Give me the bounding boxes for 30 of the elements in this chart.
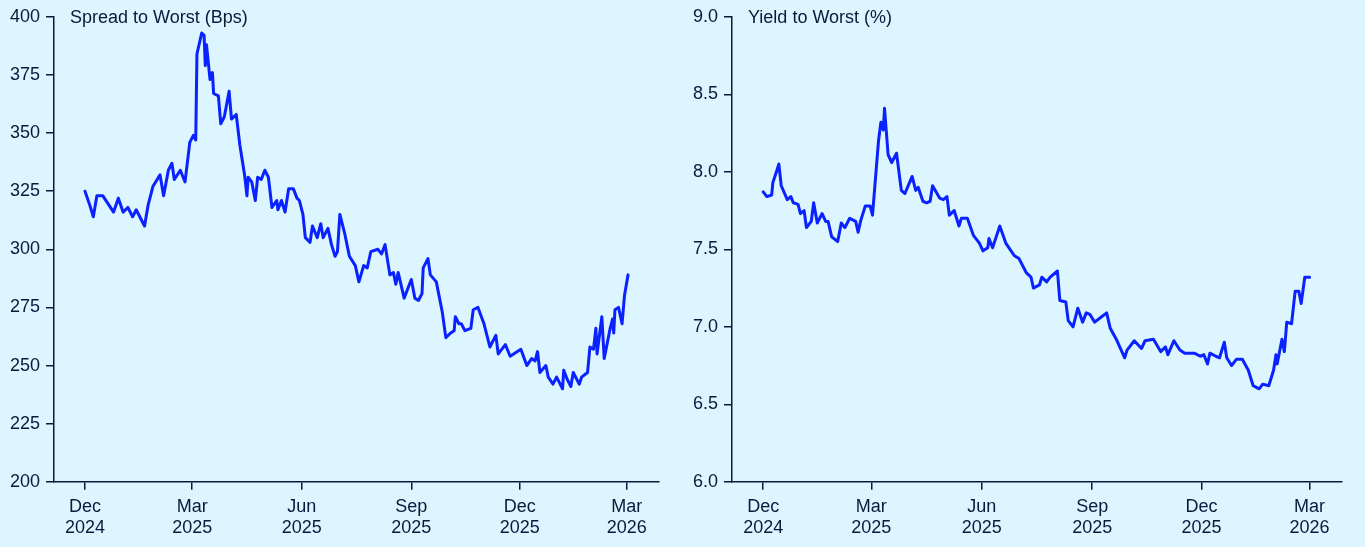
x-tick-label: Jun 2025 xyxy=(961,495,1002,538)
y-tick-label: 250 xyxy=(9,354,41,375)
y-tick-label: 350 xyxy=(9,122,41,143)
x-tick-label: Dec 2024 xyxy=(64,495,106,538)
y-tick-label: 325 xyxy=(9,180,41,201)
y-tick-label: 400 xyxy=(9,5,41,26)
y-tick-label: 8.0 xyxy=(692,160,719,181)
x-tick-label: Dec 2024 xyxy=(743,495,784,538)
y-tick-label: 275 xyxy=(9,296,41,317)
x-tick-label: Mar 2025 xyxy=(851,495,892,538)
y-tick-label: 7.0 xyxy=(692,315,719,336)
x-tick-label: Mar 2026 xyxy=(1289,495,1330,538)
y-tick-label: 9.0 xyxy=(692,5,719,26)
x-tick-label: Mar 2026 xyxy=(606,495,647,538)
x-tick-label: Mar 2025 xyxy=(172,495,213,538)
y-tick-label: 200 xyxy=(9,470,41,491)
y-tick-label: 225 xyxy=(9,412,41,433)
x-tick-label: Dec 2025 xyxy=(499,495,540,538)
y-axis-title: Yield to Worst (%) xyxy=(748,6,893,27)
y-tick-label: 375 xyxy=(9,63,41,84)
y-tick-label: 6.0 xyxy=(692,470,719,491)
y-tick-label: 6.5 xyxy=(692,393,719,414)
y-axis-title: Spread to Worst (Bps) xyxy=(70,6,248,27)
y-tick-label: 7.5 xyxy=(692,238,719,259)
x-tick-label: Sep 2025 xyxy=(391,495,432,538)
x-tick-label: Sep 2025 xyxy=(1072,495,1113,538)
x-tick-label: Dec 2025 xyxy=(1181,495,1222,538)
x-tick-label: Jun 2025 xyxy=(281,495,322,538)
y-tick-label: 300 xyxy=(9,238,41,259)
y-tick-label: 8.5 xyxy=(692,83,719,104)
